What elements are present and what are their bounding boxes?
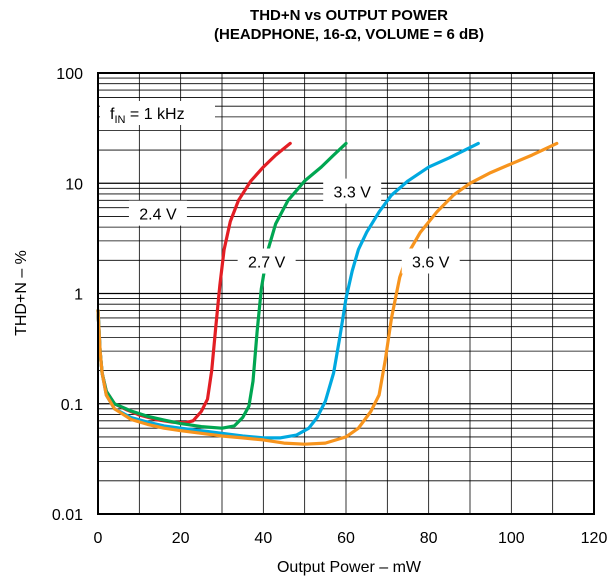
series-label-text: 2.4 V bbox=[139, 207, 177, 224]
annotation-sub: IN bbox=[114, 114, 125, 126]
x-tick-label: 60 bbox=[337, 530, 355, 547]
annotation-main: f bbox=[110, 106, 115, 123]
y-axis-label: THD+N – % bbox=[13, 250, 30, 336]
annotation-rest: = 1 kHz bbox=[125, 106, 184, 123]
chart-title: THD+N vs OUTPUT POWER bbox=[250, 7, 448, 24]
x-tick-label: 100 bbox=[498, 530, 525, 547]
y-tick-label: 1 bbox=[74, 287, 83, 304]
series-line-2-7-v bbox=[96, 141, 348, 430]
x-tick-label: 0 bbox=[94, 530, 103, 547]
x-tick-label: 80 bbox=[420, 530, 438, 547]
y-tick-label: 0.01 bbox=[52, 507, 83, 524]
series-label: 2.7 V bbox=[237, 248, 296, 274]
grid bbox=[98, 73, 594, 514]
svg-text:fIN = 1 kHz: fIN = 1 kHz bbox=[110, 106, 185, 126]
series-label: 2.4 V bbox=[128, 200, 187, 226]
plot-frame bbox=[97, 72, 595, 515]
x-tick-label: 120 bbox=[581, 530, 608, 547]
series-label-text: 2.7 V bbox=[248, 255, 286, 272]
series-label-text: 3.6 V bbox=[412, 255, 450, 272]
x-tick-label: 20 bbox=[172, 530, 190, 547]
series-labels: 2.4 V 2.7 V 3.3 V 3.6 V bbox=[128, 178, 460, 274]
series-label-text: 3.3 V bbox=[334, 185, 372, 202]
series-label: 3.3 V bbox=[323, 178, 382, 204]
frequency-annotation: fIN = 1 kHz bbox=[100, 101, 215, 126]
y-tick-label: 100 bbox=[56, 66, 83, 83]
x-tick-label: 40 bbox=[254, 530, 272, 547]
x-axis-label: Output Power – mW bbox=[277, 559, 422, 576]
series-line-3-3-v bbox=[96, 141, 480, 440]
y-tick-label: 10 bbox=[65, 176, 83, 193]
series-lines bbox=[96, 141, 559, 446]
series-line-3-6-v bbox=[96, 141, 559, 446]
series-label: 3.6 V bbox=[401, 248, 460, 274]
chart-subtitle: (HEADPHONE, 16-Ω, VOLUME = 6 dB) bbox=[214, 26, 484, 43]
y-tick-label: 0.1 bbox=[61, 397, 83, 414]
y-tick-labels: 0.01 0.1 1 10 100 bbox=[52, 66, 83, 524]
x-tick-labels: 0 20 40 60 80 100 120 bbox=[94, 530, 608, 547]
